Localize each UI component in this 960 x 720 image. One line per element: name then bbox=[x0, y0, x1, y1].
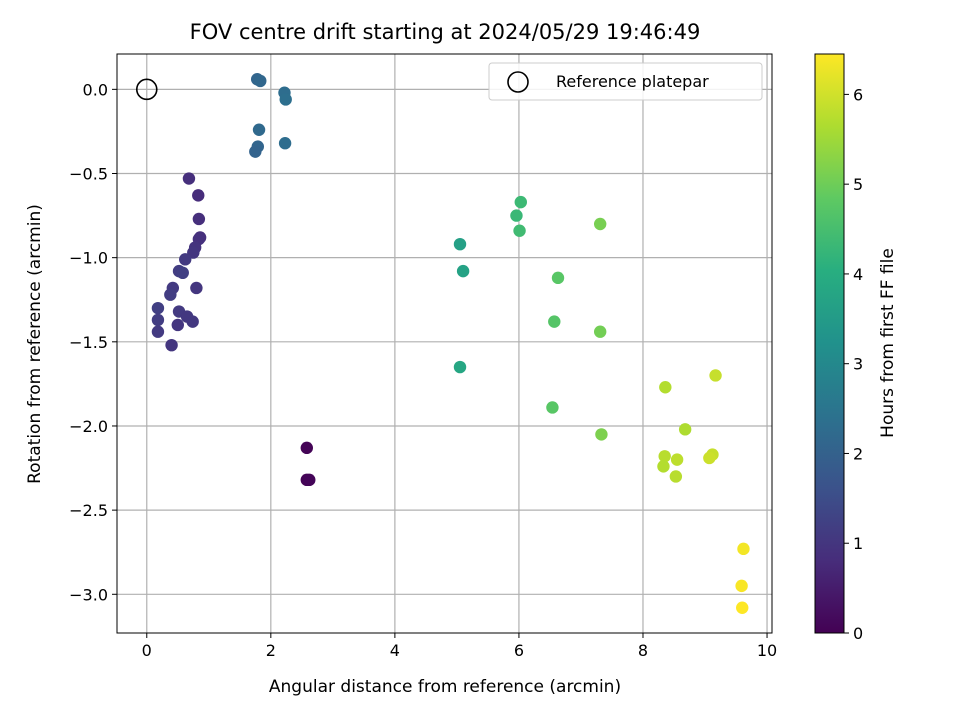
data-point bbox=[735, 579, 748, 593]
colorbar-tick-label: 4 bbox=[853, 265, 863, 284]
x-tick-label: 0 bbox=[142, 641, 152, 660]
colorbar: 0 1 2 3 4 5 6 Hours from first FF file bbox=[814, 53, 898, 643]
y-tick-label: −0.5 bbox=[69, 165, 108, 184]
colorbar-tick-label: 3 bbox=[853, 355, 863, 374]
data-point bbox=[737, 542, 750, 556]
data-point bbox=[670, 453, 684, 466]
data-point bbox=[151, 325, 165, 338]
x-axis-label: Angular distance from reference (arcmin) bbox=[269, 677, 621, 697]
data-point bbox=[657, 460, 670, 473]
colorbar-gradient bbox=[814, 53, 845, 634]
data-point bbox=[278, 137, 292, 150]
data-point bbox=[165, 338, 178, 352]
reference-marker bbox=[135, 78, 158, 101]
data-point bbox=[669, 470, 683, 483]
data-point bbox=[678, 423, 692, 436]
data-point bbox=[300, 441, 314, 455]
data-point bbox=[546, 401, 559, 414]
data-point bbox=[736, 601, 749, 614]
colorbar-tick-label: 1 bbox=[853, 534, 863, 553]
data-point bbox=[303, 473, 316, 487]
grid-lines bbox=[117, 54, 772, 633]
colorbar-ticks: 0 1 2 3 4 5 6 bbox=[844, 85, 863, 643]
x-tick-label: 10 bbox=[757, 641, 777, 660]
plot-area bbox=[117, 54, 772, 633]
colorbar-label: Hours from first FF file bbox=[878, 248, 898, 438]
data-point bbox=[252, 123, 266, 136]
data-point bbox=[453, 360, 467, 374]
data-point bbox=[176, 266, 189, 280]
data-point bbox=[514, 195, 527, 209]
plot-frame bbox=[116, 53, 773, 634]
data-point bbox=[249, 145, 262, 158]
data-point bbox=[192, 212, 206, 226]
y-tick-label: −3.0 bbox=[69, 585, 108, 604]
y-axis-label: Rotation from reference (arcmin) bbox=[25, 204, 45, 484]
data-point bbox=[658, 450, 671, 463]
legend: Reference platepar bbox=[488, 62, 763, 101]
x-tick-label: 6 bbox=[514, 641, 524, 660]
y-tick-label: −2.0 bbox=[69, 417, 108, 436]
legend-reference-label: Reference platepar bbox=[556, 72, 709, 91]
data-points bbox=[151, 73, 750, 614]
y-tick-label: −1.5 bbox=[69, 333, 108, 352]
legend-box bbox=[488, 62, 763, 101]
y-axis-ticks: 0.0 −0.5 −1.0 −1.5 −2.0 −2.5 −3.0 bbox=[69, 80, 117, 604]
data-point bbox=[182, 172, 196, 185]
data-point bbox=[659, 381, 672, 394]
x-tick-label: 8 bbox=[638, 641, 648, 660]
data-point bbox=[593, 217, 607, 231]
y-tick-label: −1.0 bbox=[69, 249, 108, 268]
data-point bbox=[179, 253, 192, 266]
colorbar-tick-label: 0 bbox=[853, 624, 863, 643]
data-point bbox=[151, 313, 165, 327]
data-point bbox=[595, 428, 608, 441]
x-axis-ticks: 0 2 4 6 8 10 bbox=[142, 633, 777, 660]
data-point bbox=[510, 209, 523, 222]
data-point bbox=[456, 264, 470, 278]
y-tick-label: 0.0 bbox=[83, 80, 108, 99]
data-point bbox=[551, 271, 565, 285]
colorbar-tick-label: 5 bbox=[853, 175, 863, 194]
data-point bbox=[279, 93, 292, 106]
data-point bbox=[593, 325, 607, 338]
y-tick-label: −2.5 bbox=[69, 501, 108, 520]
data-point bbox=[171, 318, 184, 332]
data-point bbox=[709, 369, 722, 382]
chart-title: FOV centre drift starting at 2024/05/29 … bbox=[190, 20, 701, 44]
x-tick-label: 4 bbox=[390, 641, 400, 660]
x-tick-label: 2 bbox=[266, 641, 276, 660]
data-point bbox=[151, 301, 165, 315]
data-point bbox=[513, 224, 526, 237]
data-point bbox=[190, 281, 203, 295]
colorbar-tick-label: 2 bbox=[853, 444, 863, 463]
data-point bbox=[703, 451, 716, 465]
data-point bbox=[186, 315, 199, 328]
data-point bbox=[548, 315, 561, 328]
data-point bbox=[453, 237, 467, 251]
legend-reference-marker bbox=[507, 71, 529, 93]
data-point bbox=[254, 74, 267, 88]
colorbar-tick-label: 6 bbox=[853, 85, 863, 104]
data-point bbox=[192, 189, 205, 202]
data-point bbox=[164, 288, 177, 301]
